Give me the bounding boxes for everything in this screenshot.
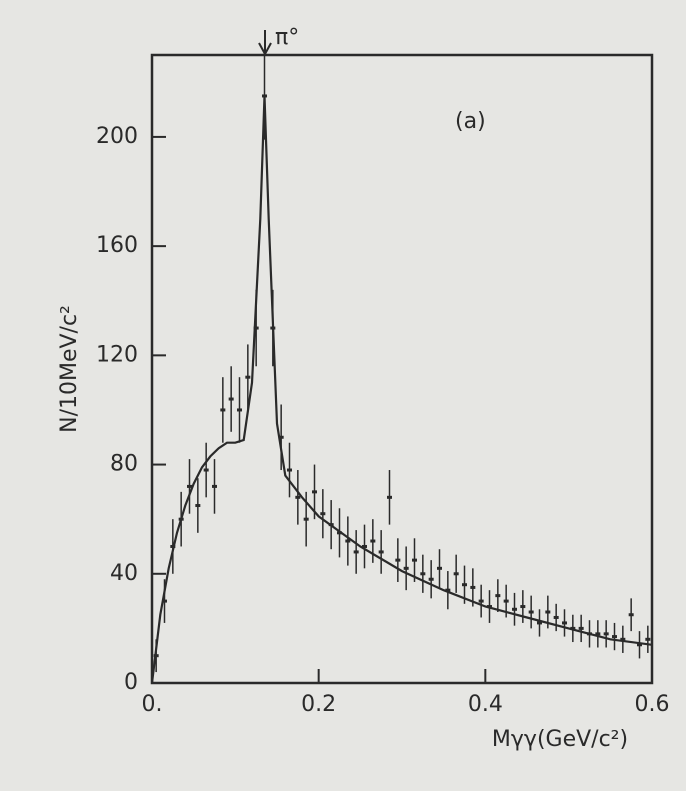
data-point	[445, 588, 451, 592]
data-point	[603, 632, 609, 636]
x-tick-label: 0.	[142, 692, 163, 717]
y-tick-label: 120	[96, 342, 138, 367]
data-point	[528, 610, 534, 614]
data-point	[337, 531, 342, 535]
data-point	[503, 599, 509, 603]
data-point	[220, 408, 226, 412]
data-point	[495, 594, 501, 598]
data-point	[403, 566, 409, 570]
data-point	[453, 572, 459, 576]
data-point	[428, 577, 434, 581]
fit-curve	[150, 95, 653, 684]
plot-frame	[150, 53, 654, 685]
y-axis-label: N/10MeV/c²	[57, 305, 82, 433]
data-point	[378, 550, 384, 554]
data-point	[637, 643, 642, 647]
data-point	[320, 512, 326, 516]
data-point	[362, 544, 367, 548]
data-point	[245, 375, 251, 379]
data-point	[295, 495, 301, 499]
x-tick-label: 0.4	[468, 692, 503, 717]
data-point	[253, 326, 259, 330]
data-point	[353, 550, 359, 554]
data-point	[645, 637, 651, 641]
peak-annotation: π°	[275, 25, 299, 50]
data-point	[195, 504, 201, 508]
data-point	[620, 637, 626, 641]
x-axis-label: Mγγ(GeV/c²)	[492, 727, 628, 752]
data-point	[470, 585, 476, 589]
data-point	[520, 605, 526, 609]
y-tick-label: 80	[110, 452, 138, 477]
data-point	[278, 435, 284, 439]
data-point	[312, 490, 317, 494]
data-point	[262, 94, 267, 98]
data-point	[187, 484, 192, 488]
data-point	[562, 621, 567, 625]
data-point	[478, 599, 484, 603]
data-point	[387, 495, 392, 499]
data-point	[162, 599, 167, 603]
data-point	[345, 539, 351, 543]
data-point	[395, 558, 401, 562]
panel-label: (a)	[455, 109, 486, 134]
data-point	[437, 566, 442, 570]
x-tick-label: 0.2	[301, 692, 336, 717]
data-point	[612, 635, 617, 639]
data-point	[412, 558, 417, 562]
data-point	[512, 607, 517, 611]
data-point	[370, 539, 376, 543]
data-point	[287, 468, 292, 472]
y-tick-label: 0	[124, 670, 138, 695]
data-point	[545, 610, 551, 614]
y-tick-label: 160	[96, 233, 138, 258]
x-tick-label: 0.6	[635, 692, 670, 717]
data-point	[212, 484, 217, 488]
data-point	[420, 572, 426, 576]
y-tick-label: 40	[110, 561, 138, 586]
data-point	[578, 626, 584, 630]
y-tick-label: 200	[96, 124, 138, 149]
data-point	[628, 613, 634, 617]
data-point	[595, 632, 601, 636]
data-point	[553, 615, 559, 619]
data-point	[537, 621, 542, 625]
data-point	[462, 583, 467, 587]
data-point	[203, 468, 209, 472]
data-point	[228, 397, 234, 401]
data-point	[303, 517, 309, 521]
data-point	[237, 408, 242, 412]
